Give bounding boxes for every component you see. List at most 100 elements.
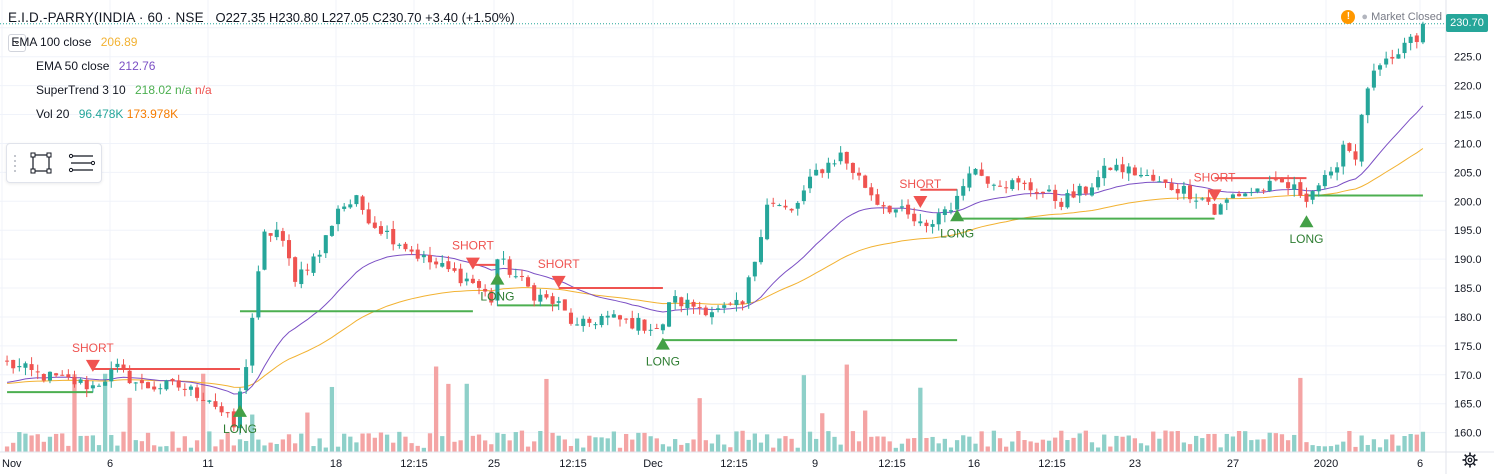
volume-bar bbox=[1365, 444, 1370, 452]
candle-body bbox=[556, 301, 561, 303]
indicator-row[interactable]: ⌄ EMA 100 close 206.89 bbox=[8, 30, 515, 54]
indicator-name: Vol 20 bbox=[36, 107, 70, 121]
volume-bar bbox=[648, 436, 653, 452]
volume-bar bbox=[403, 436, 408, 452]
candle-body bbox=[942, 209, 947, 215]
volume-bar bbox=[1249, 440, 1254, 452]
volume-bar bbox=[1273, 433, 1278, 452]
candle-body bbox=[1255, 188, 1260, 192]
volume-bar bbox=[679, 444, 684, 452]
volume-bar bbox=[838, 444, 843, 452]
candle-body bbox=[391, 228, 396, 245]
candle-body bbox=[820, 169, 825, 174]
volume-bar bbox=[127, 397, 132, 452]
long-marker bbox=[655, 337, 670, 350]
legend: E.I.D.-PARRY(INDIA · 60 · NSE O227.35 H2… bbox=[8, 6, 515, 126]
candle-body bbox=[697, 307, 702, 309]
volume-bar bbox=[875, 436, 880, 452]
indicator-name: SuperTrend 3 10 bbox=[36, 83, 126, 97]
volume-bar bbox=[182, 436, 187, 452]
candle-body bbox=[256, 271, 261, 318]
candle-body bbox=[513, 276, 518, 278]
candle-body bbox=[152, 386, 157, 390]
time-tick-label: 6 bbox=[1417, 458, 1423, 470]
candle-body bbox=[1181, 185, 1186, 194]
candle-body bbox=[1267, 180, 1272, 191]
volume-bar bbox=[1304, 442, 1309, 452]
candle-body bbox=[250, 317, 255, 366]
volume-bar bbox=[109, 435, 114, 452]
volume-bar bbox=[1310, 445, 1315, 452]
candle-body bbox=[434, 261, 439, 265]
indicator-row[interactable]: SuperTrend 3 10 218.02 n/a n/a bbox=[8, 78, 515, 102]
candle-body bbox=[1151, 174, 1156, 181]
price-tick-label: 175.0 bbox=[1454, 341, 1482, 353]
price-tick-label: 210.0 bbox=[1454, 138, 1482, 150]
volume-bar bbox=[1334, 444, 1340, 452]
volume-bar bbox=[1328, 446, 1334, 452]
volume-bar bbox=[231, 445, 236, 452]
volume-bar bbox=[237, 439, 243, 452]
candle-body bbox=[274, 229, 279, 238]
volume-bar bbox=[887, 441, 892, 452]
volume-bar bbox=[1046, 440, 1052, 452]
candle-body bbox=[1243, 193, 1248, 197]
volume-bar bbox=[90, 435, 96, 452]
price-axis[interactable]: 230.0225.0220.0215.0210.0205.0200.0195.0… bbox=[1445, 0, 1482, 474]
volume-bar bbox=[164, 446, 169, 452]
volume-bar bbox=[366, 433, 371, 452]
indicator-value: 173.978K bbox=[126, 107, 179, 121]
time-tick-label: 12:15 bbox=[878, 458, 906, 470]
indicator-row[interactable]: Vol 20 96.478K 173.978K bbox=[8, 102, 515, 126]
candle-body bbox=[1359, 114, 1364, 162]
symbol-name[interactable]: E.I.D.-PARRY(INDIA · 60 · NSE bbox=[8, 10, 204, 25]
candle-body bbox=[581, 318, 586, 327]
candle-body bbox=[544, 294, 549, 298]
volume-bar bbox=[556, 435, 561, 452]
drawing-toolbox[interactable] bbox=[6, 143, 102, 183]
candle-body bbox=[562, 299, 567, 311]
candle-body bbox=[722, 305, 727, 308]
volume-bar bbox=[446, 383, 451, 452]
volume-bar bbox=[1316, 446, 1321, 452]
chevron-down-icon[interactable]: ⌄ bbox=[8, 33, 26, 52]
candle-body bbox=[550, 296, 555, 304]
volume-bar bbox=[292, 443, 298, 452]
drag-handle-icon[interactable] bbox=[13, 154, 17, 172]
long-marker bbox=[950, 209, 965, 222]
gear-icon[interactable] bbox=[1462, 452, 1478, 468]
volume-bar bbox=[1322, 446, 1328, 452]
market-status[interactable]: ! ● Market Closed bbox=[1341, 10, 1442, 24]
volume-bar bbox=[23, 433, 28, 452]
candle-body bbox=[1016, 178, 1021, 183]
candle-body bbox=[1034, 192, 1039, 194]
volume-bar bbox=[666, 446, 672, 452]
price-tick-label: 200.0 bbox=[1454, 196, 1482, 208]
horizontal-lines-icon[interactable] bbox=[67, 149, 95, 177]
candle-body bbox=[893, 209, 898, 213]
volume-bar bbox=[1243, 431, 1248, 452]
indicator-row[interactable]: EMA 50 close 212.76 bbox=[8, 54, 515, 78]
volume-bar bbox=[433, 366, 439, 452]
candle-body bbox=[336, 208, 341, 225]
candle-body bbox=[139, 380, 144, 384]
long-label: LONG bbox=[480, 290, 514, 304]
time-tick-label: Nov bbox=[2, 458, 22, 470]
candle-body bbox=[415, 249, 420, 259]
volume-bar bbox=[464, 383, 469, 452]
candle-body bbox=[795, 202, 800, 209]
volume-bar bbox=[1138, 443, 1144, 452]
volume-bar bbox=[623, 433, 629, 452]
volume-bar bbox=[1083, 430, 1088, 452]
volume-bar bbox=[311, 446, 316, 452]
rectangle-tool-icon[interactable] bbox=[27, 149, 55, 177]
time-axis[interactable]: Nov 6 11 18 12:15 25 12:15 Dec 12:15 9 12:15 16 12:1… bbox=[0, 451, 1494, 470]
candle-body bbox=[1059, 201, 1064, 207]
candle-body bbox=[599, 316, 604, 326]
volume-bar bbox=[115, 445, 120, 452]
price-tick-label: 220.0 bbox=[1454, 81, 1482, 93]
volume-bar bbox=[1384, 439, 1389, 452]
volume-bar bbox=[850, 431, 856, 452]
candle-body bbox=[568, 312, 573, 324]
